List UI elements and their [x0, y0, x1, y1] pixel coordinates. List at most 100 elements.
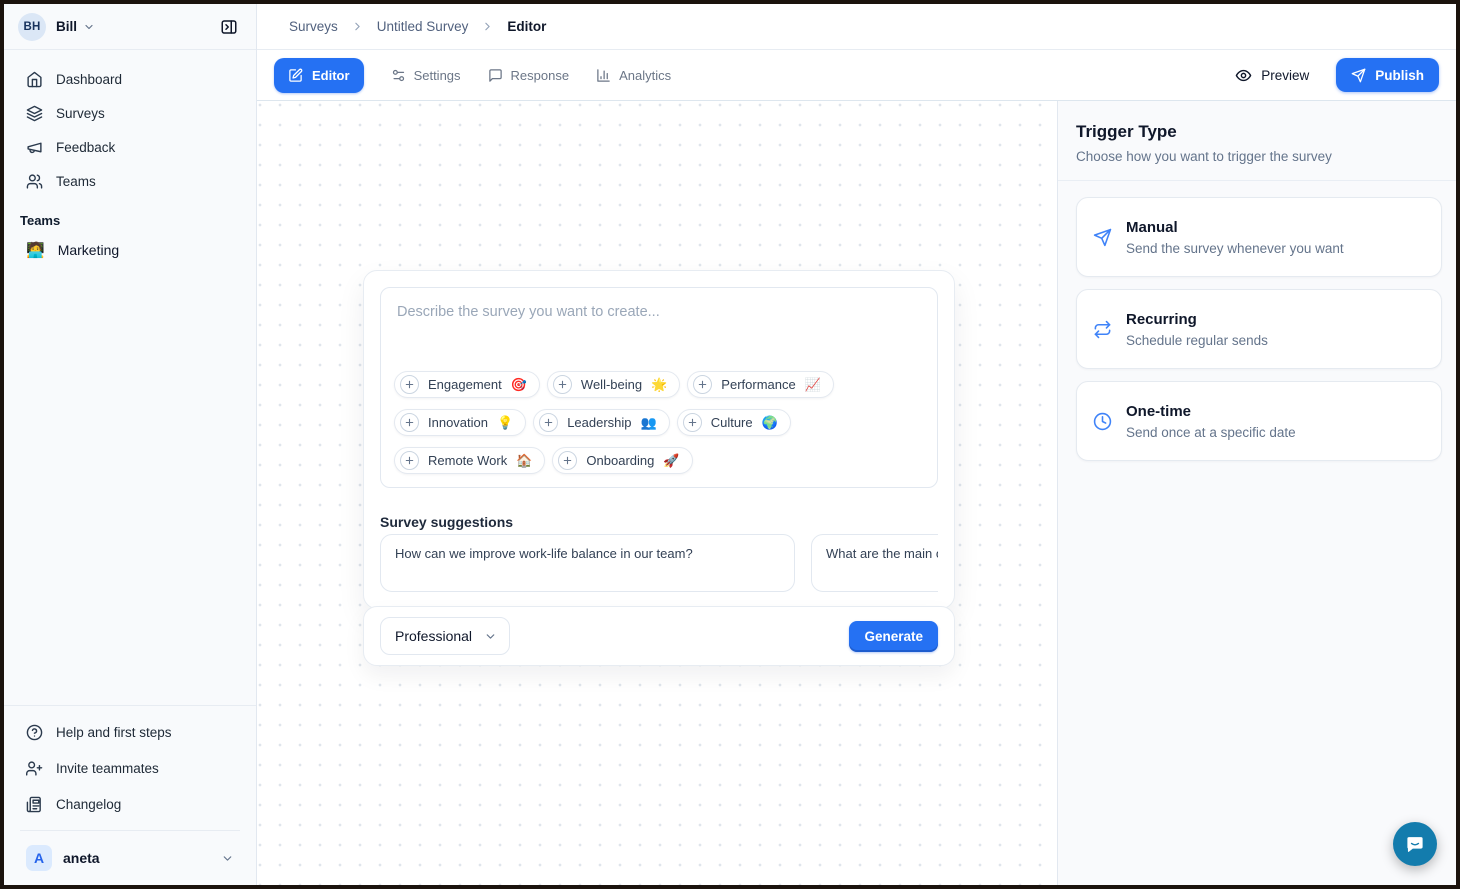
topic-chip-onboarding[interactable]: Onboarding 🚀 — [552, 447, 693, 474]
tab-label: Response — [510, 67, 570, 83]
breadcrumb-surveys[interactable]: Surveys — [289, 19, 338, 34]
sidebar-spacer — [4, 266, 256, 705]
publish-button[interactable]: Publish — [1336, 58, 1439, 92]
account-menu[interactable]: A aneta — [16, 837, 244, 879]
topic-chip-engagement[interactable]: Engagement 🎯 — [394, 371, 540, 398]
trigger-option-one-time[interactable]: One-time Send once at a specific date — [1076, 381, 1442, 461]
app-window: BH Bill Dashboard Surveys — [4, 4, 1456, 885]
bar-chart-icon — [596, 68, 611, 83]
topic-chip-culture[interactable]: Culture 🌍 — [676, 409, 791, 436]
tab-response[interactable]: Response — [488, 67, 570, 83]
breadcrumb-untitled-survey[interactable]: Untitled Survey — [376, 19, 469, 34]
tab-label: Analytics — [619, 67, 672, 83]
chip-emoji: 🚀 — [663, 452, 680, 468]
org-avatar[interactable]: BH — [18, 12, 46, 41]
preview-button[interactable]: Preview — [1235, 67, 1309, 84]
suggestion-card[interactable]: What are the main ob — [811, 534, 938, 592]
editor-canvas[interactable]: Engagement 🎯 Well-being 🌟 Performance — [257, 101, 1057, 885]
topic-chip-well-being[interactable]: Well-being 🌟 — [546, 371, 681, 398]
breadcrumb: Surveys Untitled Survey Editor — [257, 4, 1456, 50]
send-icon — [1351, 68, 1366, 83]
composer-footer: Professional Generate — [363, 606, 955, 666]
trigger-option-title: One-time — [1126, 402, 1192, 420]
chip-label: Culture — [710, 415, 753, 430]
chat-widget-button[interactable] — [1393, 822, 1437, 866]
chip-emoji: 🌍 — [761, 414, 778, 430]
trigger-panel-title: Trigger Type — [1076, 122, 1177, 141]
megaphone-icon — [26, 139, 43, 156]
chip-label: Performance — [721, 377, 796, 392]
trigger-option-text: Manual Send the survey whenever you want — [1126, 219, 1344, 256]
team-label: Marketing — [57, 242, 120, 258]
divider — [20, 830, 240, 831]
trigger-option-description: Send the survey whenever you want — [1126, 240, 1344, 256]
topic-chip-performance[interactable]: Performance 📈 — [687, 371, 834, 398]
users-icon — [26, 173, 43, 190]
survey-prompt-input[interactable] — [394, 301, 924, 341]
sidebar-item-label: Feedback — [56, 139, 116, 155]
topic-chip-remote-work[interactable]: Remote Work 🏠 — [394, 447, 546, 474]
tab-label: Editor — [312, 67, 350, 83]
editor-toolbar: Editor Settings Response Analytics — [257, 50, 1456, 101]
collapse-sidebar-icon[interactable] — [214, 12, 244, 42]
team-emoji-icon: 🧑‍💻 — [26, 242, 45, 259]
sidebar-item-label: Help and first steps — [56, 724, 172, 740]
tab-analytics[interactable]: Analytics — [596, 68, 671, 83]
plus-icon — [682, 413, 702, 432]
chevron-down-icon — [83, 21, 95, 33]
tab-editor[interactable]: Editor — [274, 57, 364, 93]
content-row: Engagement 🎯 Well-being 🌟 Performance — [257, 101, 1456, 885]
trigger-type-panel: Trigger Type Choose how you want to trig… — [1057, 101, 1456, 885]
sliders-icon — [391, 68, 406, 83]
plus-icon — [693, 375, 713, 394]
plus-icon — [552, 375, 572, 394]
chevron-down-icon — [484, 630, 497, 643]
trigger-options: Manual Send the survey whenever you want… — [1058, 181, 1456, 461]
chevron-right-icon — [481, 20, 494, 33]
sidebar-header: BH Bill — [4, 4, 256, 50]
chip-emoji: 💡 — [497, 414, 514, 430]
breadcrumb-editor: Editor — [507, 19, 547, 34]
preview-label: Preview — [1261, 67, 1310, 83]
trigger-option-manual[interactable]: Manual Send the survey whenever you want — [1076, 197, 1442, 277]
plus-icon — [558, 451, 578, 470]
sidebar-item-teams[interactable]: Teams — [14, 164, 246, 198]
topic-chips: Engagement 🎯 Well-being 🌟 Performance — [394, 371, 924, 474]
repeat-icon — [1093, 320, 1112, 339]
sidebar-item-team-marketing[interactable]: 🧑‍💻 Marketing — [14, 234, 246, 266]
tab-settings[interactable]: Settings — [391, 68, 461, 83]
trigger-option-text: One-time Send once at a specific date — [1126, 403, 1296, 440]
chevron-down-icon — [221, 852, 234, 865]
survey-suggestions-label: Survey suggestions — [380, 514, 514, 530]
sidebar-item-label: Dashboard — [56, 71, 123, 87]
user-plus-icon — [26, 760, 43, 777]
trigger-option-title: Recurring — [1126, 310, 1197, 328]
topic-chip-leadership[interactable]: Leadership 👥 — [533, 409, 670, 436]
trigger-panel-header: Trigger Type Choose how you want to trig… — [1058, 101, 1456, 181]
tone-select[interactable]: Professional — [380, 617, 510, 655]
chip-label: Leadership — [567, 415, 632, 430]
sidebar-item-help[interactable]: Help and first steps — [14, 714, 246, 750]
sidebar-item-changelog[interactable]: Changelog — [14, 786, 246, 822]
home-icon — [26, 71, 43, 88]
plus-icon — [400, 451, 419, 470]
topic-chip-innovation[interactable]: Innovation 💡 — [394, 409, 527, 436]
sidebar-item-label: Changelog — [56, 796, 122, 812]
sidebar-item-surveys[interactable]: Surveys — [14, 96, 246, 130]
generate-button[interactable]: Generate — [849, 620, 938, 652]
org-switcher[interactable]: Bill — [56, 19, 78, 34]
chip-label: Onboarding — [586, 453, 655, 468]
suggestion-card[interactable]: How can we improve work-life balance in … — [380, 534, 795, 592]
tab-label: Settings — [413, 67, 461, 83]
sidebar-item-label: Teams — [56, 173, 96, 189]
chip-emoji: 🎯 — [510, 376, 527, 392]
trigger-option-recurring[interactable]: Recurring Schedule regular sends — [1076, 289, 1442, 369]
sidebar-item-feedback[interactable]: Feedback — [14, 130, 246, 164]
sidebar-item-invite[interactable]: Invite teammates — [14, 750, 246, 786]
sidebar-item-dashboard[interactable]: Dashboard — [14, 62, 246, 96]
main-area: Surveys Untitled Survey Editor Editor — [257, 4, 1456, 885]
chip-emoji: 🏠 — [516, 452, 533, 468]
send-icon — [1093, 228, 1112, 247]
plus-icon — [400, 413, 419, 432]
plus-icon — [539, 413, 559, 432]
